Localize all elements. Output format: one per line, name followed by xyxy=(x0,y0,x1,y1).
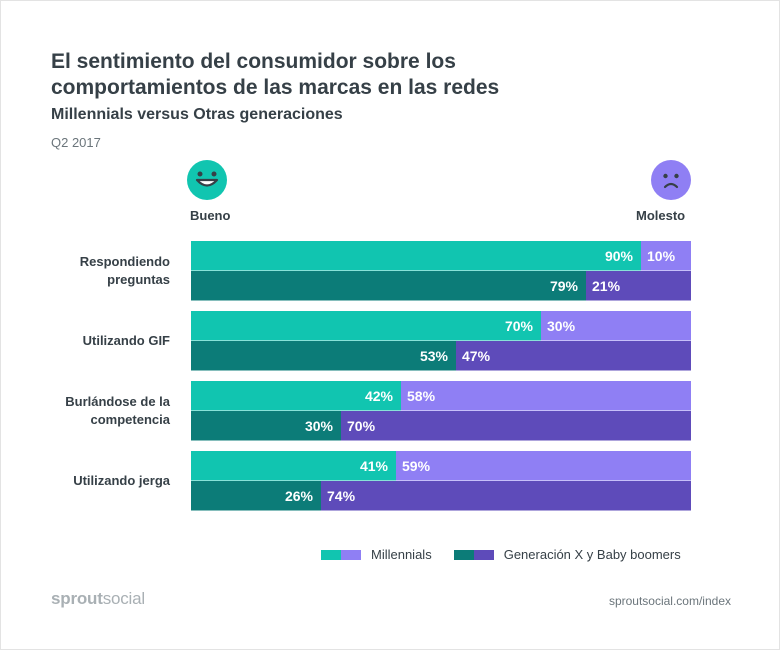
bar-millennials-molesto xyxy=(401,381,691,411)
bar-millennials-bueno xyxy=(191,381,401,411)
data-label-genx-molesto: 21% xyxy=(592,278,621,294)
bar-genx-molesto xyxy=(586,271,691,301)
legend-swatch-genx-good xyxy=(453,549,474,560)
legend: Millennials Generación X y Baby boomers xyxy=(321,547,681,562)
footer-url: sproutsocial.com/index xyxy=(608,594,731,608)
bar-millennials-molesto xyxy=(396,451,691,481)
data-label-millennials-molesto: 59% xyxy=(402,458,431,474)
period-label: Q2 2017 xyxy=(51,135,101,150)
frown-icon xyxy=(651,160,691,200)
bar-genx-bueno xyxy=(191,481,321,511)
brand-rest: social xyxy=(102,589,145,608)
bar-genx-molesto xyxy=(456,341,691,371)
bar-genx-bueno xyxy=(191,341,456,371)
data-label-millennials-bueno: 42% xyxy=(365,388,394,404)
data-label-millennials-bueno: 41% xyxy=(360,458,389,474)
bar-millennials-bueno xyxy=(191,311,541,341)
data-label-millennials-molesto: 58% xyxy=(407,388,436,404)
legend-item-millennials: Millennials xyxy=(321,547,432,562)
data-label-genx-molesto: 47% xyxy=(462,348,491,364)
category-label: Utilizando GIF xyxy=(83,333,170,348)
bar-millennials-bueno xyxy=(191,241,641,271)
good-label: Bueno xyxy=(190,208,231,223)
bar-genx-bueno xyxy=(191,411,341,441)
bad-label: Molesto xyxy=(636,208,686,223)
bar-millennials-molesto xyxy=(641,241,691,271)
category-label: Respondiendo preguntas xyxy=(80,254,170,287)
category-label: Burlándose de la competencia xyxy=(65,394,171,427)
data-label-millennials-bueno: 90% xyxy=(605,248,634,264)
bar-genx-bueno xyxy=(191,271,586,301)
chart-title: El sentimiento del consumidor sobre los … xyxy=(51,50,500,99)
data-label-genx-bueno: 53% xyxy=(420,348,449,364)
legend-label-millennials: Millennials xyxy=(371,547,432,562)
legend-item-genx: Generación X y Baby boomers xyxy=(453,547,681,562)
legend-swatch-millennials-good xyxy=(321,549,341,560)
category-label: Utilizando jerga xyxy=(73,473,171,488)
data-label-millennials-molesto: 10% xyxy=(647,248,676,264)
bar-genx-molesto xyxy=(321,481,691,511)
data-label-genx-molesto: 70% xyxy=(347,418,376,434)
brand-logo: sproutsocial xyxy=(51,589,145,609)
legend-swatch-genx-bad xyxy=(473,549,494,560)
stacked-bar-chart: Respondiendo preguntas 90% 10% 79% 21% Utiliza… xyxy=(65,241,691,511)
data-label-millennials-molesto: 30% xyxy=(547,318,576,334)
smiley-icon xyxy=(187,160,227,200)
legend-label-genx: Generación X y Baby boomers xyxy=(503,547,681,562)
chart-subtitle: Millennials versus Otras generaciones xyxy=(51,106,343,123)
data-label-genx-bueno: 26% xyxy=(285,488,314,504)
data-label-genx-bueno: 30% xyxy=(305,418,334,434)
brand-bold: sprout xyxy=(51,589,103,608)
bar-millennials-bueno xyxy=(191,451,396,481)
data-label-millennials-bueno: 70% xyxy=(505,318,534,334)
data-label-genx-molesto: 74% xyxy=(327,488,356,504)
bar-genx-molesto xyxy=(341,411,691,441)
legend-swatch-millennials-bad xyxy=(341,549,361,560)
bar-millennials-molesto xyxy=(541,311,691,341)
data-label-genx-bueno: 79% xyxy=(550,278,579,294)
